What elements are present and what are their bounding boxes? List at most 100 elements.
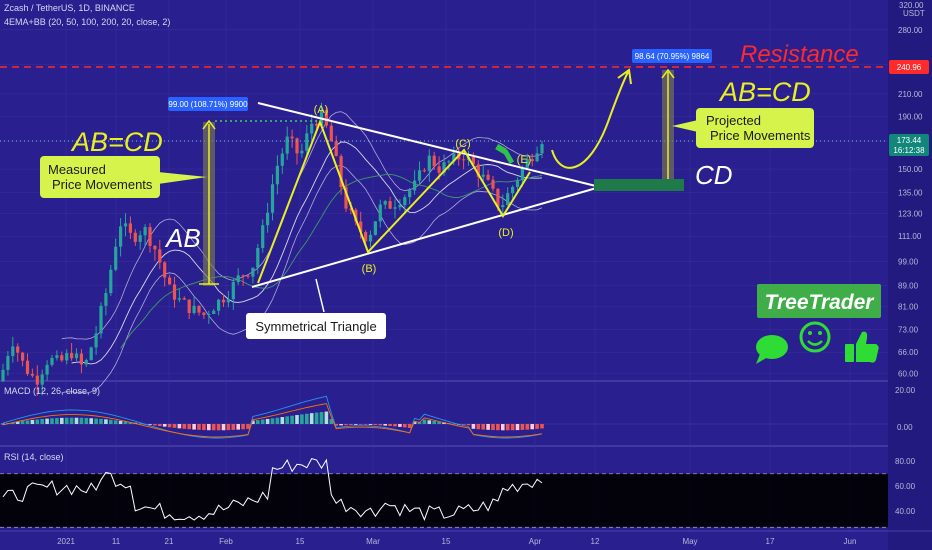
macd-histogram-bar [334, 424, 338, 426]
candle-body [334, 141, 338, 157]
candle-body [221, 299, 226, 303]
macd-histogram-bar [407, 424, 412, 428]
rsi-tick-40: 40.00 [895, 507, 916, 516]
time-tick-label: 17 [766, 537, 775, 546]
point-a-label: (A) [314, 104, 329, 116]
price-badge-text: 173.44 [897, 136, 922, 145]
price-tick-label: 73.00 [898, 326, 919, 335]
candle-body [25, 360, 30, 374]
candle-body [525, 159, 529, 168]
candle-body [535, 153, 539, 162]
time-tick-label: Feb [219, 537, 233, 546]
macd-histogram-bar [20, 421, 25, 424]
candle-body [413, 180, 417, 191]
point-b-label: (B) [362, 263, 377, 275]
macd-histogram-bar [94, 418, 98, 424]
resistance-badge [889, 60, 929, 74]
macd-histogram-bar [231, 424, 236, 430]
candle-body [417, 170, 422, 181]
candle-body [540, 144, 544, 154]
candle-body [295, 138, 299, 154]
triangle-callout-line [315, 278, 325, 313]
candle-body [143, 227, 147, 236]
macd-histogram-bar [84, 417, 89, 424]
macd-histogram-bar [324, 411, 329, 424]
macd-histogram-bar [236, 424, 240, 430]
candle-body [138, 235, 142, 242]
candle-body [300, 150, 304, 154]
bb-upper [61, 111, 543, 340]
macd-histogram-bar [378, 424, 383, 426]
macd-tick-0: 0.00 [897, 423, 913, 432]
price-tick-label: 111.00 [898, 232, 922, 241]
candle-body [427, 155, 431, 171]
price-tick-label: 210.00 [898, 90, 923, 99]
candle-body [403, 197, 407, 206]
macd-histogram-bar [15, 421, 20, 424]
macd-histogram-bar [422, 419, 427, 424]
macd-histogram-bar [525, 424, 530, 430]
triangle-lower-line [251, 186, 601, 288]
candle-body [217, 299, 221, 311]
macd-histogram-bar [216, 424, 221, 431]
price-badge [889, 134, 929, 156]
candle-body [109, 269, 113, 294]
macd-line [2, 395, 543, 439]
projected-line-1: Projected [706, 113, 761, 128]
candle-body [1, 369, 5, 381]
candle-body [442, 162, 446, 173]
candle-body [506, 193, 510, 206]
brand-name: TreeTrader [765, 291, 876, 314]
measured-line-1: Measured [48, 162, 106, 177]
candle-body [256, 247, 260, 268]
axis-currency: USDT [903, 9, 925, 18]
candle-body [471, 156, 475, 165]
candle-body [447, 161, 451, 163]
projected-move-badge-text: 98.64 (70.95%) 9864 [635, 52, 710, 61]
macd-histogram-bar [256, 420, 260, 424]
candle-body [74, 353, 79, 359]
candle-body [515, 180, 520, 187]
macd-histogram-bar [329, 418, 334, 424]
entry-flag-icon [495, 143, 515, 165]
candle-body [16, 346, 20, 353]
candle-body [280, 153, 284, 166]
macd-histogram-bar [393, 424, 397, 427]
macd-tick-20: 20.00 [895, 386, 916, 395]
candle-body [177, 298, 181, 300]
macd-histogram-bar [207, 424, 211, 431]
rsi-line [2, 458, 543, 521]
time-tick-label: 21 [165, 537, 174, 546]
candle-body [246, 275, 250, 277]
macd-histogram-bar [158, 424, 162, 427]
macd-histogram-bar [344, 424, 348, 426]
macd-histogram-bar [104, 419, 108, 424]
macd-histogram-bar [354, 424, 358, 425]
macd-histogram-bar [496, 424, 500, 431]
rsi-tick-80: 80.00 [895, 457, 916, 466]
macd-histogram-bar [138, 423, 142, 425]
macd-histogram-bar [505, 424, 510, 431]
time-tick-label: Jun [844, 537, 857, 546]
candle-body [364, 232, 368, 242]
macd-histogram-bar [192, 424, 196, 430]
candle-body [133, 232, 137, 242]
macd-histogram-bar [471, 424, 476, 429]
candle-body [349, 208, 353, 210]
price-tick-label: 89.00 [898, 281, 919, 290]
projected-zone [594, 179, 684, 191]
countdown-badge-text: 16:12:38 [893, 146, 925, 155]
macd-histogram-bar [89, 418, 93, 424]
macd-histogram-bar [280, 417, 285, 424]
candle-body [496, 188, 500, 208]
candle-body [182, 298, 186, 300]
candle-body [266, 212, 270, 226]
brand-block: TreeTrader [756, 284, 881, 364]
candle-body [398, 205, 402, 208]
candle-body [79, 353, 83, 365]
candle-body [128, 223, 132, 233]
candle-body [148, 227, 152, 246]
macd-histogram-bar [50, 418, 54, 424]
